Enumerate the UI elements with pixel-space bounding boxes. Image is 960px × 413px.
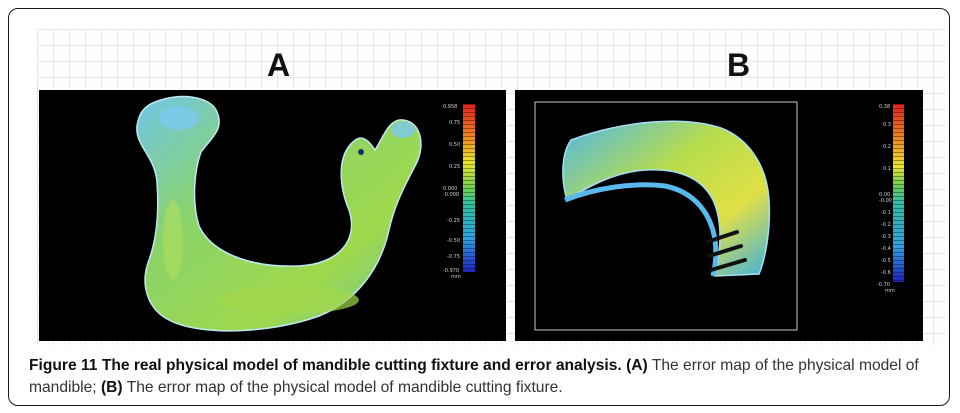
svg-text:-0.000: -0.000 [443,192,459,198]
svg-text:0.2: 0.2 [883,144,891,150]
figure-title: The real physical model of mandible cutt… [101,357,622,374]
svg-text:0.00: 0.00 [879,192,890,198]
color-scale-a: 0.958 0.75 0.50 0.25 0.000 -0.000 -0.25 … [443,104,475,280]
svg-text:-0.4: -0.4 [881,246,891,252]
figure-label: Figure 11 [29,357,98,374]
svg-text:-0.5: -0.5 [881,258,891,264]
mandible-mesh [136,95,422,332]
figure-frame: A B [8,8,950,406]
caption-text-a: The error map of the physical model of m… [29,357,919,396]
svg-text:-0.70: -0.70 [877,282,890,288]
svg-text:-0.2: -0.2 [881,222,891,228]
svg-text:mm: mm [885,288,895,294]
svg-text:-0.25: -0.25 [447,218,460,224]
svg-text:-0.75: -0.75 [447,254,460,260]
svg-text:0.75: 0.75 [449,120,460,126]
svg-text:mm: mm [451,274,461,280]
fixture-mesh [562,120,771,277]
ref-a: (A) [626,357,648,374]
svg-text:-0.50: -0.50 [447,238,460,244]
panel-b-error-map: 0.38 0.3 0.2 0.1 0.00 -0.00 -0.1 -0.2 -0… [515,90,923,341]
panel-label-a: A [267,47,291,83]
svg-text:0.1: 0.1 [883,166,891,172]
svg-text:-0.1: -0.1 [881,210,891,216]
panel-a-error-map: 0.958 0.75 0.50 0.25 0.000 -0.000 -0.25 … [39,90,506,341]
svg-text:0.25: 0.25 [449,164,460,170]
svg-text:-0.00: -0.00 [879,198,892,204]
svg-text:0.958: 0.958 [443,104,457,110]
svg-text:0.38: 0.38 [879,104,890,110]
ref-b: (B) [100,379,123,396]
svg-text:-0.970: -0.970 [443,268,459,274]
caption-text-b: The error map of the physical model of m… [126,379,563,396]
panel-label-b: B [727,47,751,83]
svg-text:0.50: 0.50 [449,142,460,148]
figure-caption: Figure 11 The real physical model of man… [29,355,949,399]
svg-text:-0.6: -0.6 [881,270,891,276]
svg-text:0.000: 0.000 [443,186,457,192]
svg-text:0.3: 0.3 [883,122,891,128]
color-scale-b: 0.38 0.3 0.2 0.1 0.00 -0.00 -0.1 -0.2 -0… [877,104,904,294]
svg-text:-0.3: -0.3 [881,234,891,240]
